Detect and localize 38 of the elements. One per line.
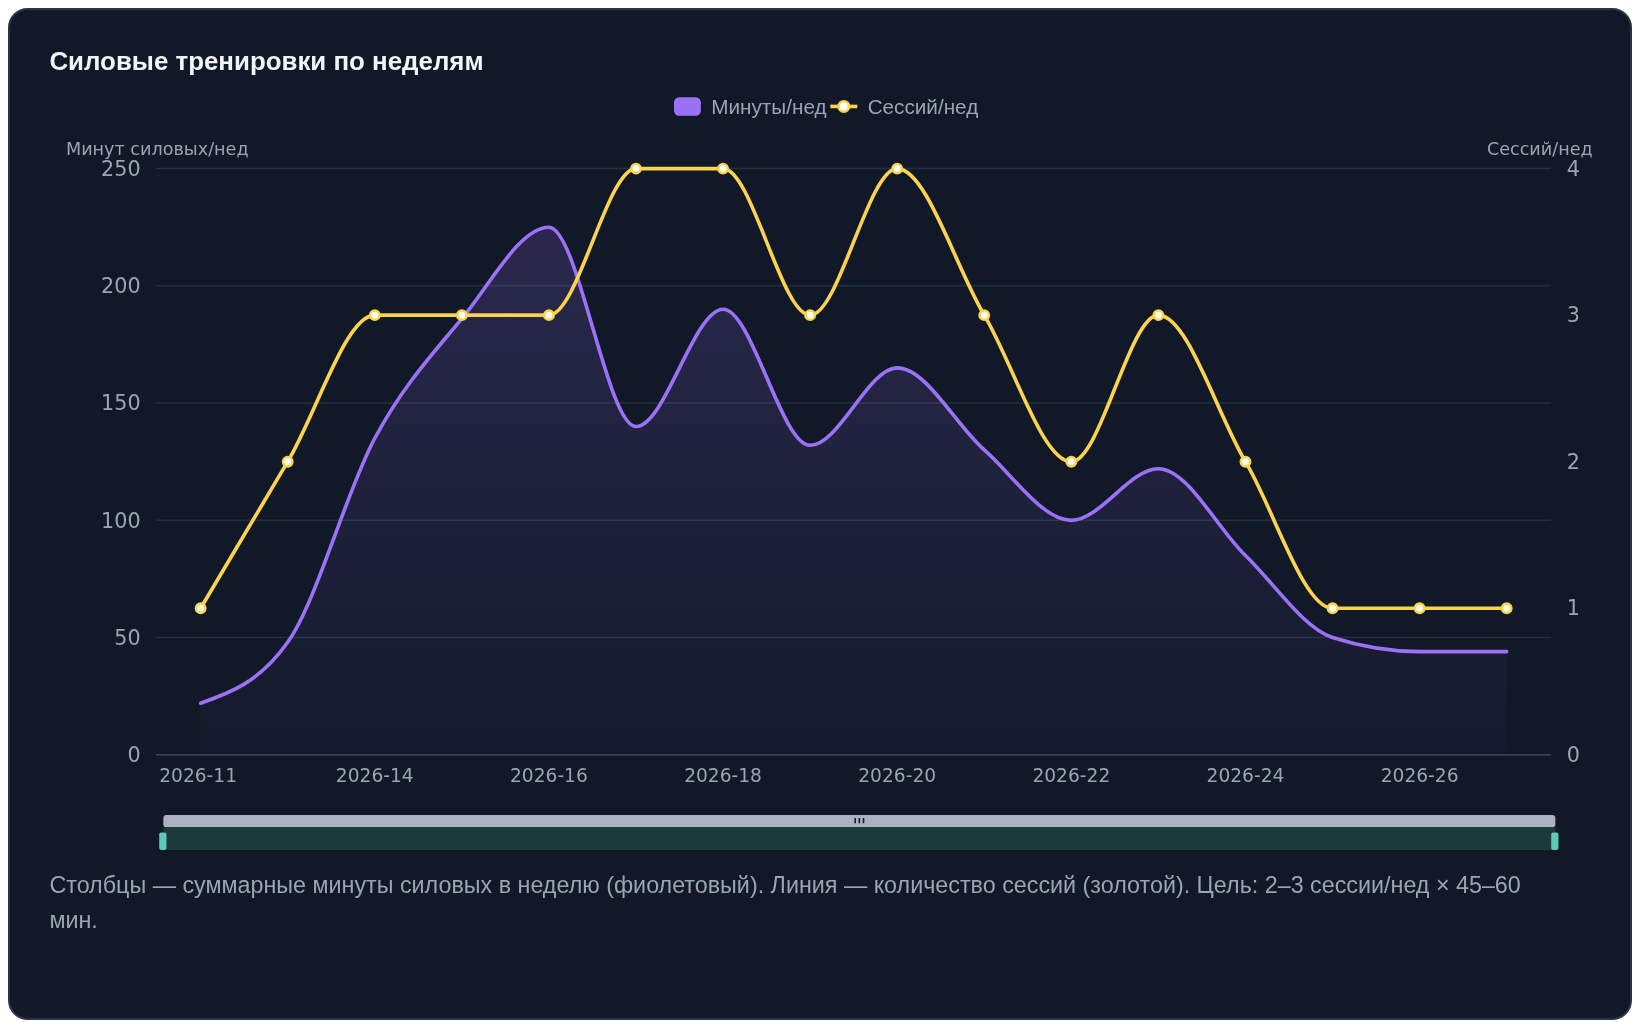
point — [1326, 602, 1339, 615]
x-tick-label: 2026-22 — [1032, 764, 1111, 786]
y2-tick-label: 0 — [1566, 743, 1580, 768]
chart-title: Силовые тренировки по неделям — [49, 47, 484, 76]
x-tick-label: 2026-20 — [858, 764, 937, 786]
x-tick-label: 2026-26 — [1380, 764, 1459, 786]
point — [1239, 455, 1252, 468]
point — [455, 309, 468, 322]
point — [1413, 602, 1426, 615]
point — [717, 162, 730, 175]
y-tick-label: 0 — [127, 743, 141, 768]
point — [1152, 309, 1165, 322]
point — [1500, 602, 1513, 615]
y2-tick-label: 3 — [1566, 303, 1580, 328]
point — [368, 309, 381, 322]
x-tick-label: 2026-11 — [159, 764, 238, 786]
point — [194, 602, 207, 615]
y-tick-label: 100 — [101, 508, 141, 533]
y2-tick-label: 1 — [1566, 596, 1580, 621]
y2-tick-label: 2 — [1566, 449, 1580, 474]
point — [891, 162, 904, 175]
point — [281, 455, 294, 468]
y-axis-title: Минут силовых/нед — [66, 139, 249, 160]
x-tick-label: 2026-16 — [510, 764, 588, 786]
x-tick-label: 2026-14 — [335, 764, 414, 786]
legend-label: Сессий/нед — [867, 94, 979, 118]
point — [630, 162, 642, 175]
point — [978, 309, 991, 322]
y-tick-label: 200 — [101, 274, 141, 299]
x-tick-label: 2026-18 — [684, 764, 762, 786]
point — [1065, 455, 1078, 468]
point — [804, 309, 817, 322]
legend-label: Минуты/нед — [711, 94, 827, 118]
x-tick-label: 2026-24 — [1206, 764, 1285, 786]
text: Столбцы — суммарные минуты силовых в неделю (фиолетовый). Линия — количество сессий (золотой). Цель: 2–3 сессии/нед × 45–60 мин. — [49, 870, 1522, 935]
y-tick-label: 50 — [114, 625, 141, 650]
y-tick-label: 150 — [101, 391, 141, 416]
point — [542, 309, 555, 322]
